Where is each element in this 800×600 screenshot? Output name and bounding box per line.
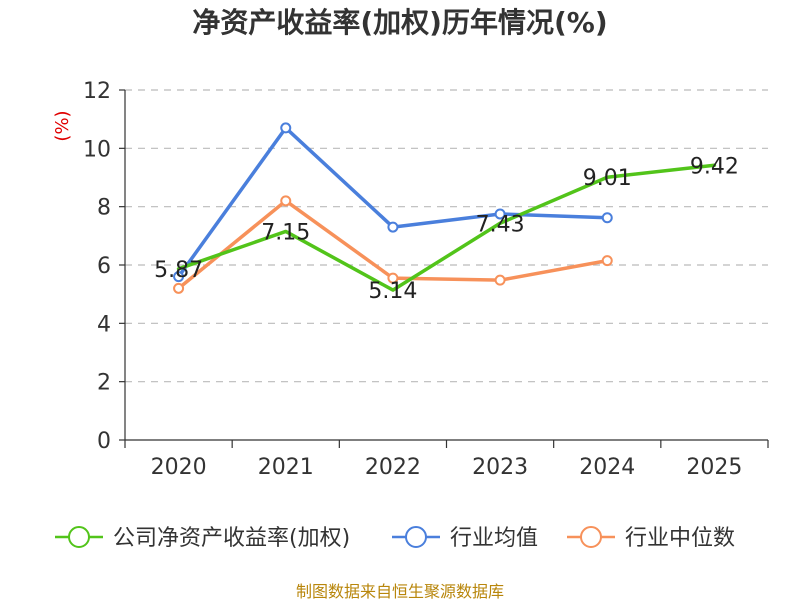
axes: 0 2 4 6 8 10 12 2020 2021 2022 2023 2024 2025	[83, 79, 769, 480]
chart-title: 净资产收益率(加权)历年情况(%)	[192, 6, 607, 39]
legend-label: 公司净资产收益率(加权)	[113, 526, 350, 551]
data-label: 5.87	[154, 258, 203, 283]
series-line-1	[176, 126, 609, 279]
gridlines	[125, 89, 768, 383]
legend-marker	[405, 526, 427, 548]
x-tick-label: 2020	[151, 455, 207, 480]
legend[interactable]: 公司净资产收益率(加权) 行业均值 行业中位数	[55, 526, 735, 551]
data-label: 9.01	[583, 166, 632, 191]
data-label: 5.14	[368, 279, 417, 304]
series-lines	[173, 122, 717, 294]
data-label: 9.42	[690, 154, 739, 179]
series-point-1	[173, 271, 185, 283]
y-tick-label: 6	[97, 254, 111, 279]
x-tick-label: 2023	[472, 455, 528, 480]
legend-item-0[interactable]: 公司净资产收益率(加权)	[55, 526, 350, 551]
y-tick-label: 4	[97, 312, 111, 337]
x-tick-label: 2021	[258, 455, 314, 480]
series-point-1	[494, 208, 506, 220]
legend-label: 行业中位数	[625, 526, 735, 551]
series-point-1	[601, 212, 613, 224]
series-point-2	[173, 282, 185, 294]
x-tick-label: 2025	[686, 455, 742, 480]
x-tick-label: 2024	[579, 455, 635, 480]
series-point-1	[280, 122, 292, 134]
y-tick-label: 0	[97, 429, 111, 454]
legend-marker	[580, 526, 602, 548]
y-tick-label: 12	[83, 79, 111, 104]
series-point-2	[494, 274, 506, 286]
legend-item-2[interactable]: 行业中位数	[567, 526, 735, 551]
series-point-2	[280, 195, 292, 207]
data-label: 7.43	[476, 212, 525, 237]
data-label: 7.15	[261, 220, 310, 245]
y-tick-label: 2	[97, 371, 111, 396]
legend-marker	[68, 526, 90, 548]
x-tick-label: 2022	[365, 455, 421, 480]
y-axis-label: (%)	[52, 110, 73, 141]
y-tick-label: 8	[97, 196, 111, 221]
legend-label: 行业均值	[450, 526, 538, 551]
data-labels: 5.87 7.15 5.14 7.43 9.01 9.42	[154, 154, 739, 304]
source-caption: 制图数据来自恒生聚源数据库	[296, 582, 504, 600]
series-point-2	[601, 255, 613, 267]
series-line-0	[176, 163, 717, 292]
legend-item-1[interactable]: 行业均值	[392, 526, 538, 551]
y-tick-label: 10	[83, 137, 111, 162]
series-point-2	[387, 272, 399, 284]
series-point-1	[387, 221, 399, 233]
